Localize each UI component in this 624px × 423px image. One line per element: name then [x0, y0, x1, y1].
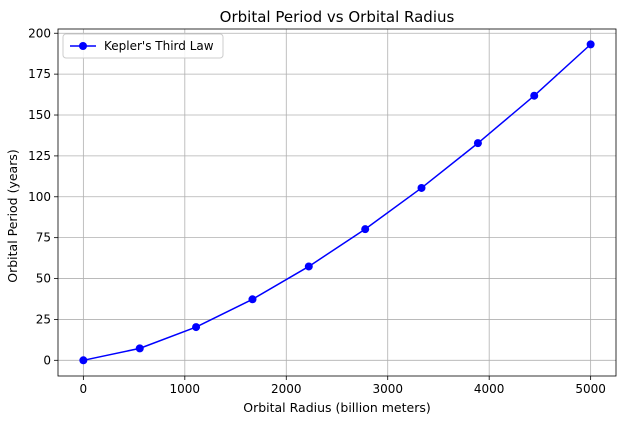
y-tick-label: 150 — [28, 108, 51, 122]
x-tick-label: 1000 — [170, 382, 201, 396]
x-tick-label: 4000 — [474, 382, 505, 396]
legend-marker-swatch — [79, 42, 87, 50]
series-layer — [79, 40, 595, 365]
data-point — [361, 225, 370, 234]
data-point — [417, 183, 426, 192]
y-tick-label: 100 — [28, 190, 51, 204]
x-tick-label: 3000 — [372, 382, 403, 396]
grid — [58, 29, 616, 376]
data-point — [79, 356, 88, 365]
plot-frame — [57, 28, 617, 377]
y-tick-label: 0 — [43, 353, 51, 367]
data-point — [248, 295, 257, 304]
legend-entry-label: Kepler's Third Law — [104, 39, 214, 53]
x-tick-label: 5000 — [575, 382, 606, 396]
data-point — [586, 40, 595, 49]
ticks: 0 1000 2000 3000 4000 5000 0 25 50 75 100 125 150 175… — [28, 26, 606, 396]
series-line — [83, 43, 592, 362]
chart-title: Orbital Period vs Orbital Radius — [220, 8, 455, 26]
x-tick-label: 2000 — [271, 382, 302, 396]
y-tick-label: 25 — [36, 312, 51, 326]
y-tick-label: 50 — [36, 272, 51, 286]
y-tick-label: 200 — [28, 26, 51, 40]
data-point — [135, 344, 144, 353]
data-point — [473, 139, 482, 148]
legend-box — [62, 33, 224, 59]
x-axis-label: Orbital Radius (billion meters) — [243, 400, 431, 415]
y-axis-label: Orbital Period (years) — [5, 149, 20, 283]
data-point — [304, 262, 313, 271]
data-point — [192, 323, 201, 332]
data-point — [530, 91, 539, 100]
x-tick-label: 0 — [80, 382, 88, 396]
legend: Kepler's Third Law — [62, 33, 224, 59]
y-tick-label: 125 — [28, 149, 51, 163]
y-tick-label: 75 — [36, 231, 51, 245]
y-tick-label: 175 — [28, 67, 51, 81]
